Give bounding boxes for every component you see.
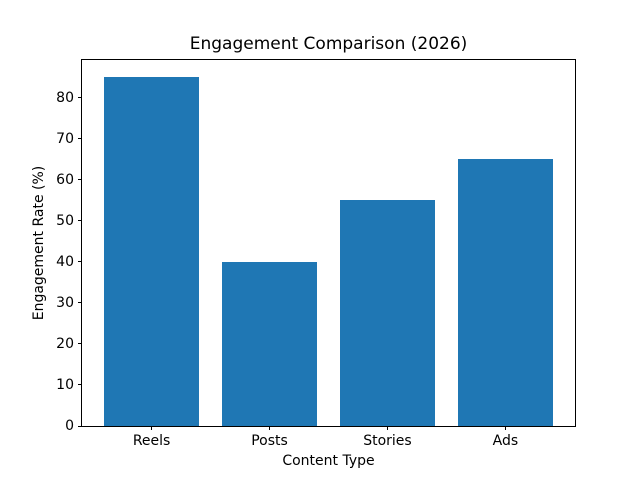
y-tick-mark bbox=[78, 425, 82, 427]
y-tick-mark bbox=[78, 384, 82, 386]
y-tick-mark bbox=[78, 97, 82, 99]
y-tick-label: 10 bbox=[56, 376, 74, 393]
y-tick-mark bbox=[78, 302, 82, 304]
plot-area: 0 10 20 30 40 50 60 70 80 Reels Posts Stories Ads bbox=[56, 59, 576, 449]
x-tick-label: Stories bbox=[363, 433, 412, 449]
y-tick-label: 80 bbox=[56, 89, 74, 106]
y-tick-label: 70 bbox=[56, 130, 74, 147]
bar-stories bbox=[340, 200, 435, 426]
bar-posts bbox=[222, 261, 317, 426]
y-tick-mark bbox=[78, 179, 82, 181]
y-tick-mark bbox=[78, 220, 82, 222]
x-tick-label: Ads bbox=[492, 433, 519, 449]
y-tick-mark bbox=[78, 138, 82, 140]
chart-title: Engagement Comparison (2026) bbox=[189, 34, 468, 54]
x-axis-label: Content Type bbox=[282, 453, 375, 469]
y-tick-label: 50 bbox=[56, 212, 74, 229]
y-tick-label: 30 bbox=[56, 294, 74, 311]
bar-ads bbox=[458, 159, 553, 426]
y-tick-label: 0 bbox=[65, 418, 74, 434]
y-tick-mark bbox=[78, 343, 82, 345]
x-tick-label: Reels bbox=[132, 433, 171, 449]
bar-reels bbox=[104, 77, 199, 426]
y-axis-label: Engagement Rate (%) bbox=[31, 165, 47, 321]
y-tick-label: 20 bbox=[56, 335, 74, 352]
x-tick-mark bbox=[151, 426, 153, 430]
x-tick-mark bbox=[269, 426, 271, 430]
x-tick-mark bbox=[386, 426, 388, 430]
y-tick-label: 60 bbox=[56, 171, 74, 188]
x-tick-label: Posts bbox=[251, 433, 288, 449]
y-tick-label: 40 bbox=[56, 253, 74, 270]
x-tick-mark bbox=[504, 426, 506, 430]
y-tick-mark bbox=[78, 261, 82, 263]
